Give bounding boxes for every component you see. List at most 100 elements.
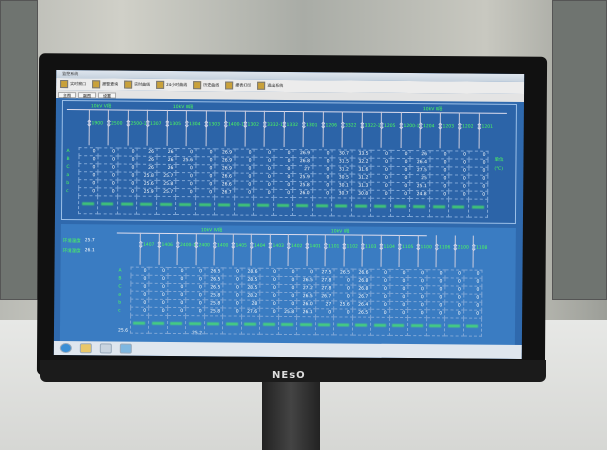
toolbar-button[interactable]: 实时窗口 (60, 79, 86, 89)
bus-label: 10kV Ⅳ段 (200, 228, 223, 234)
table-cell: 0 (234, 181, 254, 190)
table-cell: 0 (130, 291, 149, 300)
table-cell: 0 (278, 284, 297, 293)
feeder-name-label (170, 321, 183, 326)
app-window-icon[interactable] (99, 343, 112, 354)
table-cell: 0 (130, 283, 149, 292)
table-cell: 26 (137, 148, 157, 157)
feeder-name-cell (203, 315, 223, 334)
table-footer-row (116, 315, 482, 337)
feeder-name-cell (409, 198, 430, 217)
folder-icon[interactable] (79, 343, 92, 354)
table-cell: 0 (175, 164, 196, 173)
feeder-name-label (299, 323, 312, 327)
feeder-name-cell (292, 197, 313, 216)
toolbar-button[interactable]: 历史曲线 (193, 81, 219, 90)
table-cell: 25.8 (156, 180, 176, 189)
table-cell: 26.4 (409, 158, 430, 167)
monitor-stand (262, 382, 320, 450)
feeder-name-label (276, 203, 289, 207)
toolbar-button[interactable]: 退出系统 (257, 81, 283, 90)
table-cell: 27.5 (409, 166, 430, 175)
lower-data-table: A 0 0 0 0 26.5 0 28.6 0 0 0 27.5 26.5 26.6 0 0 0 0 0 0 B 0 0 0 0… (116, 266, 483, 337)
table-cell: 26.1 (296, 308, 316, 317)
feeder-id: 1201 (481, 124, 493, 130)
feeder-name-label (373, 323, 386, 327)
tab[interactable]: 主图 (58, 91, 77, 99)
browser-icon[interactable] (119, 343, 132, 354)
feeder-name-label (466, 324, 479, 328)
table-cell: 25.8 (204, 291, 223, 300)
table-cell: 0 (167, 291, 186, 300)
table-cell: 0 (148, 275, 168, 284)
feeder-id: 1104 (383, 244, 395, 250)
table-cell: 0 (222, 275, 242, 285)
row-label: A (66, 149, 70, 155)
table-cell: 0 (444, 301, 464, 311)
toolbar-button[interactable]: 24小时曲线 (156, 80, 187, 89)
feeder-name-cell (240, 316, 260, 335)
table-cell: 0 (259, 276, 279, 285)
feeder-name-cell (175, 196, 196, 215)
feeder-name-cell (462, 318, 482, 337)
feeder-name-label (179, 203, 192, 207)
tab[interactable]: 设置 (98, 92, 117, 99)
table-cell: 27.6 (241, 308, 260, 317)
feeder-name-label (151, 321, 164, 325)
table-cell: 26 (156, 164, 176, 173)
table-cell: 0 (185, 267, 205, 276)
feeder-name-cell (370, 198, 391, 217)
row-label: c (66, 189, 69, 195)
feeder-name-label (81, 202, 94, 206)
toolbar-button[interactable]: 报警查询 (92, 80, 118, 89)
table-cell: 0 (278, 268, 298, 277)
table-cell: 0 (273, 181, 293, 190)
table-cell: 0 (185, 307, 205, 316)
feeder-name-cell (448, 198, 469, 218)
table-cell: 0 (426, 277, 445, 286)
toolbar-button[interactable]: 实时曲线 (124, 80, 150, 89)
table-cell: 0 (429, 166, 449, 175)
table-cell: 0 (278, 292, 297, 301)
table-cell: 26.7 (315, 292, 334, 301)
env-hum-label: 环境湿度 (62, 249, 81, 255)
feeder-name-label (237, 203, 250, 207)
table-cell: 0 (78, 187, 98, 196)
feeder-name-label (133, 321, 146, 325)
table-cell: 25 (409, 174, 430, 183)
table-cell: 0 (148, 283, 168, 292)
feeder-name-label (198, 203, 211, 207)
feeder-id: 1407 (142, 242, 155, 248)
feeder-name-cell (331, 197, 352, 217)
feeder-name-label (101, 202, 114, 206)
table-cell: 0 (117, 172, 137, 181)
toolbar-icon (156, 80, 165, 89)
row-label (116, 315, 130, 333)
table-cell: 0 (429, 150, 450, 159)
table-cell: 0 (448, 150, 469, 160)
feeder-name-label (262, 322, 275, 326)
table-cell: 26.5 (296, 276, 316, 285)
table-cell: 0 (370, 166, 391, 175)
table-cell: 25.8 (204, 307, 223, 316)
table-cell: 0 (222, 307, 242, 317)
table-cell: 0 (426, 293, 445, 302)
start-button-icon[interactable] (59, 343, 72, 354)
feeder-name-cell (155, 196, 176, 215)
row-label: A (118, 268, 122, 274)
tab[interactable]: 副图 (78, 92, 97, 99)
toolbar-button[interactable]: 报表打印 (225, 81, 252, 90)
table-cell: 0 (234, 173, 254, 182)
table-cell: 25.6 (136, 180, 157, 189)
table-cell: 25.9 (292, 173, 313, 182)
table-cell: 0 (370, 190, 391, 199)
toolbar-button-label: 报表打印 (235, 82, 252, 88)
table-cell: 0 (333, 308, 353, 318)
table-cell: 0 (253, 165, 274, 174)
table-cell: 0 (390, 150, 411, 159)
feeder-name-cell (136, 196, 157, 215)
table-cell: 0 (273, 173, 293, 182)
table-cell: 0 (333, 284, 353, 294)
table-cell: 0 (463, 286, 482, 295)
table-cell: 28.6 (241, 268, 261, 277)
